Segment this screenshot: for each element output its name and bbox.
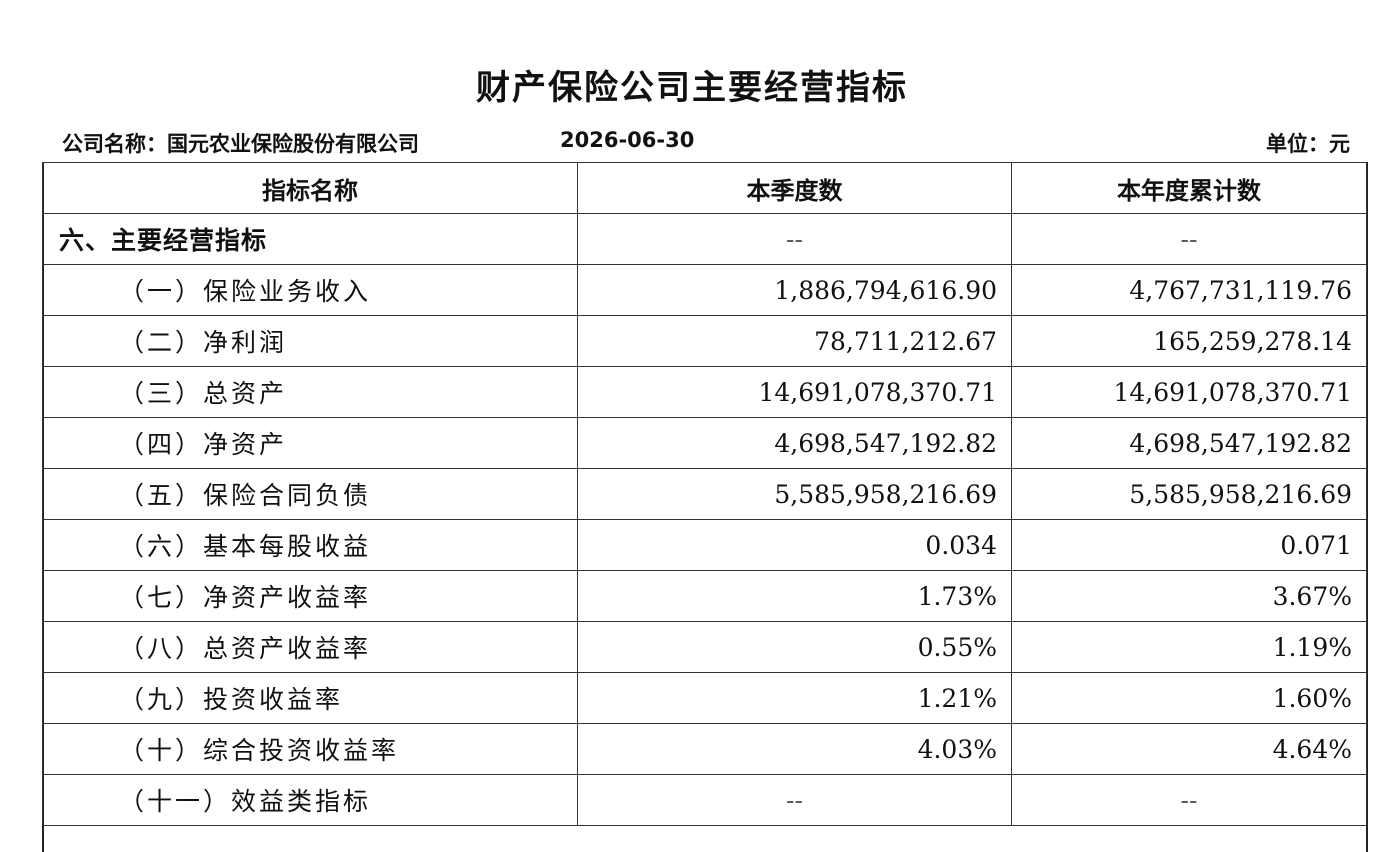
indicator-value: 4,698,547,192.82	[1011, 417, 1367, 469]
indicator-name: （十一）效益类指标	[42, 774, 578, 826]
indicator-value: 1.19%	[1011, 621, 1367, 673]
company: 公司名称：国元农业保险股份有限公司	[62, 132, 419, 156]
indicator-value: 14,691,078,370.71	[1011, 366, 1367, 418]
indicator-name: （二）净利润	[42, 315, 578, 367]
indicator-name: （五）保险合同负债	[42, 468, 578, 520]
indicator-value: 5,585,958,216.69	[1011, 468, 1367, 520]
indicator-value: 3.67%	[1011, 570, 1367, 622]
table-row: （三）总资产 14,691,078,370.71 14,691,078,370.71	[42, 366, 1367, 418]
indicator-name: （九）投资收益率	[42, 672, 578, 724]
unit: 单位：元	[1266, 132, 1350, 156]
indicator-value: 0.034	[577, 519, 1012, 571]
indicator-value: --	[1011, 213, 1367, 265]
indicator-value: 14,691,078,370.71	[577, 366, 1012, 418]
table-row: （九）投资收益率 1.21% 1.60%	[42, 672, 1367, 724]
indicator-value: 165,259,278.14	[1011, 315, 1367, 367]
table-row: （十一）效益类指标 -- --	[42, 774, 1367, 826]
indicator-value: 4,767,731,119.76	[1011, 264, 1367, 316]
indicator-value: 1.60%	[1011, 672, 1367, 724]
indicator-value: 78,711,212.67	[577, 315, 1012, 367]
indicator-name: （八）总资产收益率	[42, 621, 578, 673]
date: 2026-06-30	[560, 128, 695, 152]
indicator-value: 1.21%	[577, 672, 1012, 724]
indicator-name: （七）净资产收益率	[42, 570, 578, 622]
table-row: （十）综合投资收益率 4.03% 4.64%	[42, 723, 1367, 775]
indicator-value: 0.071	[1011, 519, 1367, 571]
table-row: （六）基本每股收益 0.034 0.071	[42, 519, 1367, 571]
indicator-value: 4.64%	[1011, 723, 1367, 775]
indicator-value: --	[577, 213, 1012, 265]
indicator-value: --	[1011, 774, 1367, 826]
table-row: （一）保险业务收入 1,886,794,616.90 4,767,731,119.7…	[42, 264, 1367, 316]
column-header: 本季度数	[577, 162, 1012, 214]
table-row: （八）总资产收益率 0.55% 1.19%	[42, 621, 1367, 673]
table-row: （四）净资产 4,698,547,192.82 4,698,547,192.82	[42, 417, 1367, 469]
indicator-name: （三）总资产	[42, 366, 578, 418]
table-row: （二）净利润 78,711,212.67 165,259,278.14	[42, 315, 1367, 367]
header-row: 指标名称 本季度数 本年度累计数	[42, 162, 1367, 214]
indicator-name: （四）净资产	[42, 417, 578, 469]
title: 财产保险公司主要经营指标	[476, 68, 908, 108]
indicator-table: 指标名称 本季度数 本年度累计数 六、主要经营指标 -- -- （一）保险业务收入 1,88…	[42, 162, 1367, 826]
indicator-name: 六、主要经营指标	[42, 213, 578, 265]
table-row: 六、主要经营指标 -- --	[42, 213, 1367, 265]
table-row: （五）保险合同负债 5,585,958,216.69 5,585,958,216.6…	[42, 468, 1367, 520]
indicator-value: --	[577, 774, 1012, 826]
indicator-name: （六）基本每股收益	[42, 519, 578, 571]
indicator-value: 5,585,958,216.69	[577, 468, 1012, 520]
indicator-value: 0.55%	[577, 621, 1012, 673]
indicator-value: 1,886,794,616.90	[577, 264, 1012, 316]
column-header: 指标名称	[42, 162, 578, 214]
indicator-value: 1.73%	[577, 570, 1012, 622]
column-header: 本年度累计数	[1011, 162, 1367, 214]
indicator-value: 4,698,547,192.82	[577, 417, 1012, 469]
indicator-name: （一）保险业务收入	[42, 264, 578, 316]
indicator-value: 4.03%	[577, 723, 1012, 775]
table-row: （七）净资产收益率 1.73% 3.67%	[42, 570, 1367, 622]
indicator-name: （十）综合投资收益率	[42, 723, 578, 775]
